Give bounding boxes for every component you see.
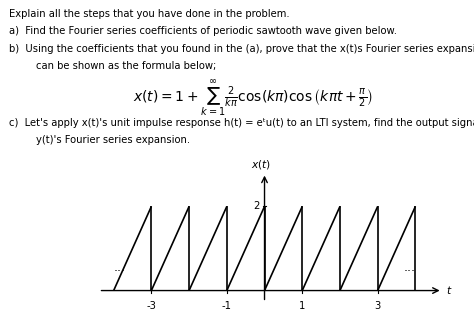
Text: a)  Find the Fourier series coefficients of periodic sawtooth wave given below.: a) Find the Fourier series coefficients … (9, 26, 398, 36)
Text: 2: 2 (254, 201, 260, 211)
Text: Explain all the steps that you have done in the problem.: Explain all the steps that you have done… (9, 9, 290, 19)
Text: y(t)'s Fourier series expansion.: y(t)'s Fourier series expansion. (36, 135, 190, 145)
Text: b)  Using the coefficients that you found in the (a), prove that the x(t)s Fouri: b) Using the coefficients that you found… (9, 44, 474, 54)
Text: c)  Let's apply x(t)'s unit impulse response h(t) = eᵗu(t) to an LTI system, fin: c) Let's apply x(t)'s unit impulse respo… (9, 118, 474, 128)
Text: $x(t) = 1 + \sum_{k=1}^{\infty} \frac{2}{k\pi} \cos(k\pi) \cos\left(k\pi t + \fr: $x(t) = 1 + \sum_{k=1}^{\infty} \frac{2}… (133, 78, 373, 118)
Text: ...: ... (113, 261, 125, 274)
Text: $x(t)$: $x(t)$ (251, 158, 271, 171)
Text: 3: 3 (374, 301, 381, 311)
Text: 1: 1 (299, 301, 305, 311)
Text: can be shown as the formula below;: can be shown as the formula below; (36, 61, 216, 71)
Text: -3: -3 (146, 301, 156, 311)
Text: t: t (447, 286, 450, 295)
Text: -1: -1 (222, 301, 232, 311)
Text: ...: ... (404, 261, 416, 274)
